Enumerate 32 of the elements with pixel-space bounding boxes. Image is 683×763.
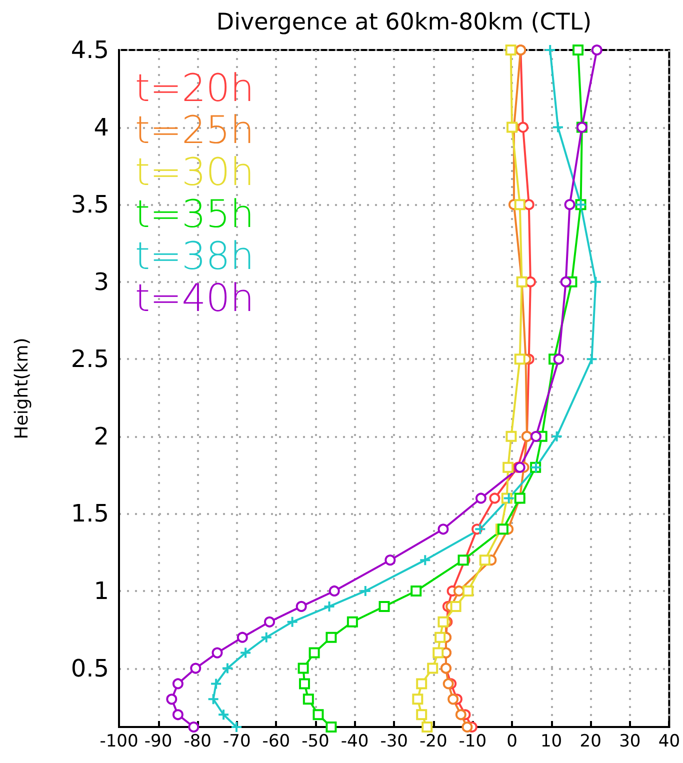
x-tick-label: -10 bbox=[458, 732, 487, 752]
x-tick-label: -50 bbox=[302, 732, 330, 752]
text: t=25h bbox=[135, 108, 254, 152]
y-tick-label: 0.5 bbox=[70, 654, 109, 682]
x-tick-label: -20 bbox=[420, 732, 448, 752]
x-tick-label: 20 bbox=[580, 732, 602, 752]
y-tick-label: 2 bbox=[94, 422, 109, 450]
x-tick-label: 40 bbox=[658, 732, 680, 752]
x-tick-label: -80 bbox=[184, 732, 212, 752]
x-tick-label: -40 bbox=[340, 732, 369, 752]
x-tick-label: -60 bbox=[262, 732, 290, 752]
y-tick-label: 3.5 bbox=[70, 190, 109, 219]
x-tick-label: 10 bbox=[540, 732, 562, 752]
y-axis-title: Height(km) bbox=[12, 338, 32, 440]
y-tick-label: 1.5 bbox=[70, 500, 109, 528]
x-tick-label: -70 bbox=[223, 732, 251, 752]
y-tick-label: 2.5 bbox=[70, 345, 109, 374]
y-tick-label: 4 bbox=[94, 113, 109, 142]
text: t=35h bbox=[135, 192, 254, 236]
y-tick-label: 3 bbox=[94, 268, 109, 296]
y-tick-label: 4.5 bbox=[70, 36, 109, 64]
x-tick-label: -90 bbox=[144, 732, 172, 752]
text: t=38h bbox=[135, 234, 254, 278]
x-tick-label: 0 bbox=[506, 732, 518, 752]
x-tick-label: 30 bbox=[619, 732, 641, 752]
y-tick-label: 1 bbox=[94, 576, 109, 605]
text: t=40h bbox=[135, 276, 254, 320]
text: t=20h bbox=[135, 66, 254, 110]
text: t=30h bbox=[135, 150, 254, 194]
x-tick-label: -100 bbox=[100, 732, 138, 752]
chart-title: Divergence at 60km-80km (CTL) bbox=[216, 10, 592, 36]
x-tick-label: -30 bbox=[380, 732, 408, 752]
